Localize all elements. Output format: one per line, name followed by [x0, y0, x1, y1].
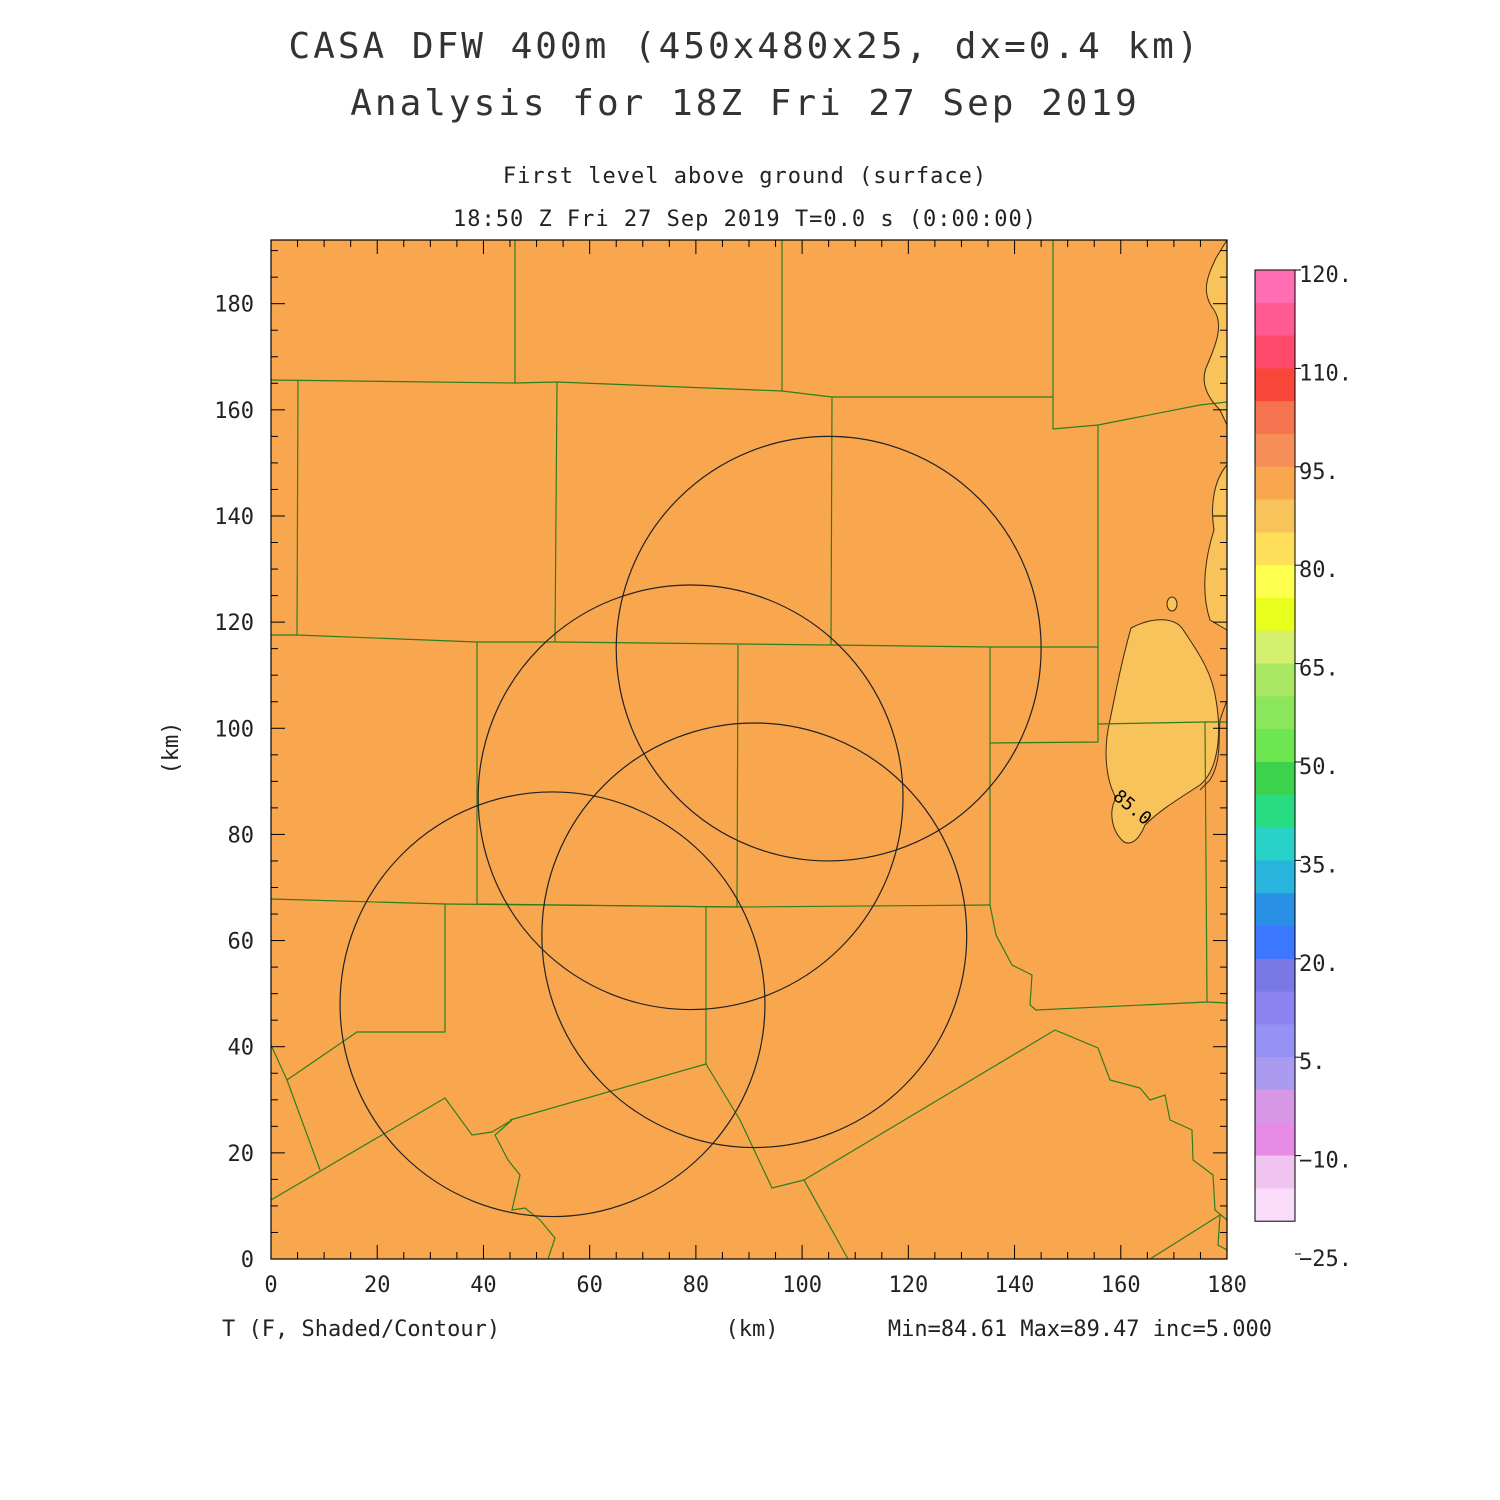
colorbar-swatch: [1255, 630, 1295, 665]
x-tick-label: 60: [576, 1273, 603, 1298]
colorbar-swatch: [1255, 302, 1295, 337]
colorbar-swatch: [1255, 1155, 1295, 1189]
y-tick-label: 60: [228, 930, 255, 955]
colorbar-label: 20.: [1299, 952, 1339, 977]
map-area: 85.0: [214, 239, 1247, 1298]
colorbar-swatch: [1255, 499, 1295, 533]
colorbar-swatch: [1255, 926, 1295, 960]
radar-rings: [339, 435, 1042, 1218]
colorbar-swatch: [1255, 958, 1295, 993]
y-tick-label: 120: [214, 611, 254, 636]
y-tick-label: 100: [214, 717, 254, 742]
y-tick-label: 160: [214, 399, 254, 424]
y-tick-label: 140: [214, 505, 254, 530]
colorbar-frame: [1254, 269, 1296, 1222]
colorbar-swatch: [1255, 565, 1295, 599]
y-tick-label: 20: [228, 1142, 255, 1167]
colorbar-swatch: [1255, 1122, 1295, 1157]
colorbar-swatch: [1255, 794, 1295, 829]
colorbar-swatch: [1255, 466, 1295, 501]
x-tick-label: 100: [782, 1273, 822, 1298]
x-tick-label: 120: [888, 1273, 928, 1298]
radar-ring-3: [541, 722, 968, 1149]
variable-label: T (F, Shaded/Contour): [222, 1317, 500, 1342]
title-line2: Analysis for 18Z Fri 27 Sep 2019: [350, 83, 1140, 124]
axis-ticks: 0 20 40 60 80 100 120 140 160 180 0 20 40 60 80 100 120 1…: [214, 240, 1247, 1298]
y-tick-label: 40: [228, 1036, 255, 1061]
colorbar-swatch: [1255, 434, 1295, 468]
colorbar-swatch: [1255, 532, 1295, 566]
warm-patch-east-2: [1204, 465, 1227, 630]
colorbar-label: 50.: [1299, 755, 1339, 780]
radar-ring-1: [615, 435, 1042, 862]
colorbar: 120. 110. 95. 80. 65. 50. 35. 20. 5. −10. −25.: [1254, 263, 1352, 1272]
colorbar-swatch: [1255, 270, 1295, 304]
title-line1: CASA DFW 400m (450x480x25, dx=0.4 km): [289, 26, 1202, 67]
colorbar-label: 120.: [1299, 263, 1352, 288]
warm-patch-small: [1166, 596, 1178, 612]
radar-ring-4: [339, 791, 766, 1218]
x-tick-label: 0: [264, 1273, 277, 1298]
colorbar-label: −25.: [1299, 1247, 1352, 1272]
x-tick-label: 180: [1207, 1273, 1247, 1298]
colorbar-label: −10.: [1299, 1149, 1352, 1174]
colorbar-swatch: [1255, 893, 1295, 927]
level-label: First level above ground (surface): [503, 164, 987, 189]
colorbar-label: 5.: [1299, 1050, 1326, 1075]
county-boundaries: [270, 240, 1228, 1260]
colorbar-swatch: [1255, 729, 1295, 763]
temperature-field: [271, 240, 1227, 1259]
colorbar-swatch: [1255, 1057, 1295, 1091]
colorbar-swatch: [1255, 335, 1295, 369]
colorbar-swatch: [1255, 991, 1295, 1025]
x-tick-label: 160: [1101, 1273, 1141, 1298]
colorbar-swatch: [1255, 860, 1295, 894]
colorbar-label: 80.: [1299, 558, 1339, 583]
warm-patch-east-1: [1204, 240, 1227, 425]
x-tick-label: 20: [364, 1273, 391, 1298]
colorbar-label: 95.: [1299, 460, 1339, 485]
x-tick-label: 80: [683, 1273, 710, 1298]
colorbar-swatch: [1255, 827, 1295, 861]
time-label: 18:50 Z Fri 27 Sep 2019 T=0.0 s (0:00:00…: [453, 207, 1037, 232]
warm-patch-lake: [1105, 619, 1220, 844]
colorbar-label: 110.: [1299, 361, 1352, 386]
x-tick-label: 140: [995, 1273, 1035, 1298]
colorbar-label: 65.: [1299, 657, 1339, 682]
radar-ring-2: [477, 584, 904, 1011]
y-axis-label: (km): [159, 722, 184, 775]
shoreline: [1199, 239, 1228, 791]
colorbar-swatch: [1255, 696, 1295, 730]
colorbar-swatch: [1255, 401, 1295, 435]
colorbar-label: 35.: [1299, 853, 1339, 878]
colorbar-swatch: [1255, 368, 1295, 402]
colorbar-swatch: [1255, 1188, 1295, 1222]
colorbar-swatch: [1255, 1024, 1295, 1058]
colorbar-swatch: [1255, 598, 1295, 632]
y-tick-label: 0: [241, 1248, 254, 1273]
x-tick-label: 40: [470, 1273, 497, 1298]
colorbar-swatch: [1255, 1090, 1295, 1124]
x-axis-label: (km): [726, 1317, 779, 1342]
colorbar-swatch: [1255, 663, 1295, 697]
stats-label: Min=84.61 Max=89.47 inc=5.000: [888, 1317, 1272, 1342]
y-tick-label: 80: [228, 823, 255, 848]
y-tick-label: 180: [214, 293, 254, 318]
colorbar-swatch: [1255, 762, 1295, 796]
